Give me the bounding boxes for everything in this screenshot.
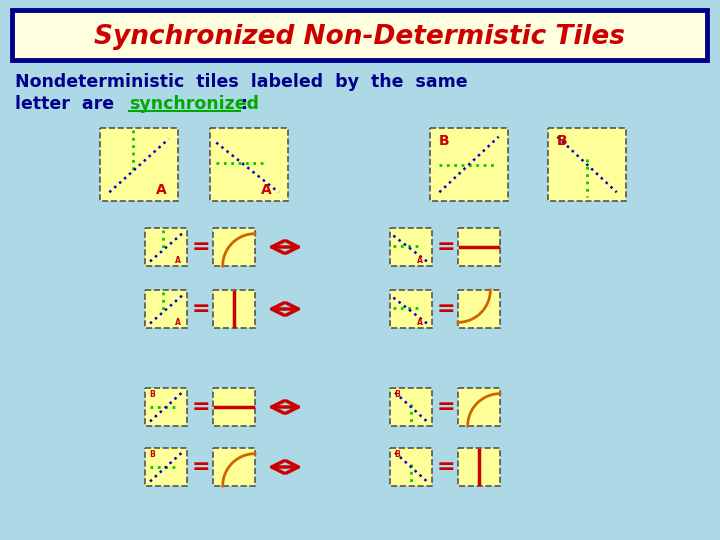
Text: B: B <box>150 390 156 400</box>
Bar <box>458 448 500 486</box>
Text: =: = <box>192 457 210 477</box>
Bar <box>213 448 255 486</box>
Text: B: B <box>557 134 567 148</box>
Bar <box>145 228 187 266</box>
Text: Nondeterministic  tiles  labeled  by  the  same: Nondeterministic tiles labeled by the sa… <box>15 73 467 91</box>
Text: A: A <box>156 183 166 197</box>
Bar <box>458 228 500 266</box>
Text: Synchronized Non-Determistic Tiles: Synchronized Non-Determistic Tiles <box>94 24 626 50</box>
Bar <box>213 290 255 328</box>
Text: =: = <box>437 397 455 417</box>
Bar <box>390 388 432 426</box>
Bar <box>12 10 707 60</box>
Text: A: A <box>418 256 423 265</box>
Bar <box>145 388 187 426</box>
Bar <box>145 290 187 328</box>
Text: letter  are: letter are <box>15 95 126 113</box>
Text: A: A <box>418 318 423 327</box>
Bar <box>213 228 255 266</box>
Bar <box>548 128 626 201</box>
Text: =: = <box>437 237 455 257</box>
Bar <box>390 448 432 486</box>
Bar <box>458 388 500 426</box>
Bar <box>210 128 288 201</box>
Text: =: = <box>192 237 210 257</box>
Bar <box>458 290 500 328</box>
Text: B: B <box>150 450 156 460</box>
Text: B: B <box>438 134 449 148</box>
Bar <box>100 128 178 201</box>
Text: =: = <box>192 397 210 417</box>
Text: A: A <box>175 318 181 327</box>
Text: =: = <box>192 299 210 319</box>
Text: B: B <box>395 450 400 460</box>
Text: synchronized: synchronized <box>129 95 259 113</box>
Bar <box>390 290 432 328</box>
Text: =: = <box>437 457 455 477</box>
Text: A: A <box>261 183 271 197</box>
Text: B: B <box>395 390 400 400</box>
Text: A: A <box>175 256 181 265</box>
Text: :: : <box>241 95 248 113</box>
Bar <box>145 448 187 486</box>
Text: =: = <box>437 299 455 319</box>
Bar <box>430 128 508 201</box>
Bar <box>213 388 255 426</box>
Bar <box>390 228 432 266</box>
